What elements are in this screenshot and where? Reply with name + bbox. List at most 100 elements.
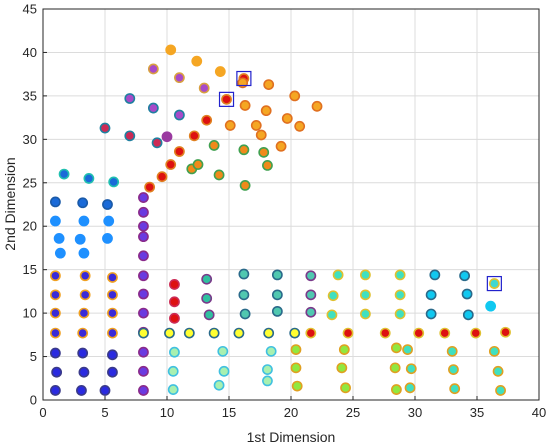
data-point (221, 93, 232, 105)
data-point (74, 233, 86, 245)
highlight-box (218, 91, 235, 107)
data-point (50, 289, 61, 301)
data-point (138, 192, 149, 203)
data-point (250, 120, 262, 131)
y-tick-label: 20 (23, 219, 37, 234)
x-axis-ticks: 0 5 10 15 20 25 30 35 40 (39, 396, 546, 420)
data-point (124, 130, 136, 142)
data-point (50, 307, 61, 319)
data-point (77, 327, 89, 339)
data-point (405, 363, 417, 375)
data-point (138, 231, 149, 243)
data-point (238, 268, 250, 280)
data-point (425, 289, 437, 301)
data-point (151, 137, 163, 149)
data-point (138, 365, 149, 377)
data-point (78, 247, 90, 259)
data-point (224, 120, 236, 131)
y-tick-label: 25 (23, 175, 37, 190)
data-point (262, 375, 273, 387)
y-tick-label: 45 (23, 2, 37, 17)
data-point (394, 308, 406, 320)
data-point (50, 327, 61, 339)
data-point (488, 345, 500, 357)
data-point (156, 171, 168, 183)
data-point (404, 382, 416, 394)
y-tick-label: 10 (23, 306, 37, 321)
data-point (213, 379, 225, 391)
y-axis-ticks: 0 5 10 15 20 25 30 35 40 45 (23, 2, 47, 408)
data-point (255, 129, 267, 141)
data-point (169, 296, 180, 308)
data-point (50, 196, 61, 208)
data-point (389, 362, 401, 374)
data-point (290, 362, 302, 374)
data-point (429, 269, 441, 281)
data-point (201, 273, 213, 285)
data-point (107, 307, 118, 319)
data-point (183, 327, 195, 339)
data-point (289, 90, 301, 102)
data-point (449, 383, 461, 395)
data-point (305, 306, 317, 318)
data-point (58, 168, 70, 180)
data-point (326, 309, 338, 321)
data-point (305, 270, 317, 282)
data-point (217, 345, 229, 357)
data-point (173, 109, 185, 121)
y-tick-label: 5 (30, 349, 37, 364)
x-tick-label: 30 (408, 405, 422, 420)
data-point (390, 384, 402, 395)
data-point (488, 278, 500, 289)
data-point (258, 146, 270, 158)
data-point (425, 308, 437, 320)
data-point (461, 288, 473, 300)
data-point (103, 215, 115, 227)
x-tick-label: 20 (284, 405, 298, 420)
data-point (147, 102, 159, 114)
data-point (402, 344, 413, 356)
data-point (338, 344, 350, 356)
data-point (263, 327, 275, 339)
x-tick-label: 25 (346, 405, 360, 420)
data-point (271, 305, 283, 317)
data-point (169, 312, 180, 324)
data-point (192, 159, 204, 170)
data-point (138, 346, 149, 358)
x-tick-label: 35 (470, 405, 484, 420)
data-point (281, 113, 293, 124)
data-point (167, 365, 179, 377)
data-point (359, 308, 371, 320)
data-point (413, 327, 425, 339)
data-point (173, 146, 185, 157)
data-point (342, 327, 354, 339)
data-point (107, 272, 118, 283)
data-point (492, 365, 504, 377)
data-point (201, 114, 213, 126)
y-axis-title: 2nd Dimension (2, 157, 18, 250)
data-point (446, 345, 458, 357)
data-point (327, 290, 339, 302)
data-point (50, 347, 61, 359)
x-tick-label: 15 (222, 405, 236, 420)
data-point (495, 385, 506, 396)
data-point (169, 346, 180, 358)
data-point (208, 327, 220, 339)
data-point (107, 349, 118, 361)
y-tick-label: 15 (23, 262, 37, 277)
data-point (275, 140, 287, 152)
data-point (233, 327, 245, 339)
data-point (77, 197, 89, 209)
data-point (262, 364, 273, 375)
data-point (165, 159, 177, 170)
data-point (144, 181, 156, 193)
data-point (124, 93, 136, 104)
data-point (260, 105, 272, 117)
data-point (169, 279, 180, 290)
x-tick-label: 10 (160, 405, 174, 420)
data-point (107, 289, 118, 301)
data-point (50, 270, 61, 282)
data-point (201, 292, 213, 304)
data-point (290, 344, 302, 356)
